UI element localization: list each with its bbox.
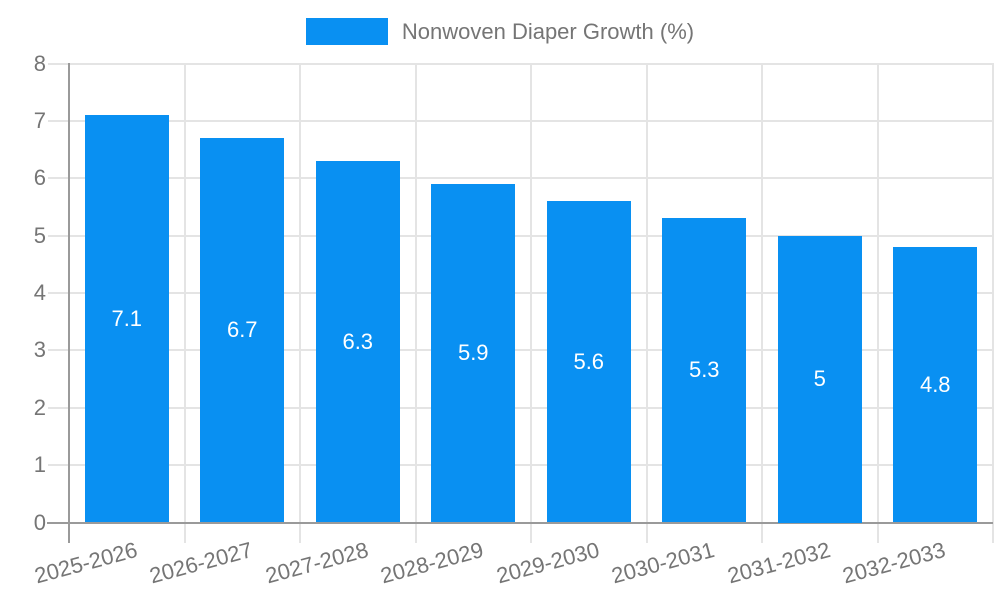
x-gridline	[299, 62, 301, 543]
y-axis-tick-label: 5	[33, 222, 46, 248]
x-axis-tick-label: 2028-2029	[377, 536, 486, 589]
y-gridline	[48, 292, 993, 294]
y-gridline	[48, 464, 993, 467]
bar	[546, 201, 631, 523]
y-axis-tick-label: 0	[33, 509, 46, 535]
bar-value-label: 5.9	[457, 340, 489, 366]
bar	[84, 115, 169, 523]
x-axis-tick-label: 2027-2028	[262, 536, 371, 589]
x-axis-line	[47, 521, 993, 524]
bar	[777, 235, 862, 523]
x-axis-tick-label: 2029-2030	[493, 536, 602, 589]
y-axis-tick-label: 3	[33, 337, 46, 363]
y-gridline	[48, 62, 993, 65]
x-gridline	[183, 62, 186, 543]
x-gridline	[645, 62, 648, 543]
y-gridline	[48, 406, 993, 409]
legend-swatch	[305, 17, 388, 45]
legend: Nonwoven Diaper Growth (%)	[0, 16, 1000, 46]
x-gridline	[761, 62, 763, 543]
bar	[315, 161, 400, 523]
y-gridline	[48, 234, 993, 237]
x-gridline	[992, 62, 994, 543]
bar-value-label: 5.3	[688, 357, 720, 383]
bar	[431, 183, 516, 523]
y-axis-tick-label: 4	[33, 280, 46, 305]
bar-value-label: 5	[813, 366, 826, 392]
x-axis-tick-label: 2026-2027	[146, 536, 255, 589]
bar-value-label: 4.8	[919, 371, 951, 397]
bar-value-label: 6.7	[226, 317, 258, 343]
y-axis-tick-label: 7	[33, 107, 46, 133]
x-axis-tick-label: 2025-2026	[31, 536, 140, 589]
bar-value-label: 5.6	[573, 348, 605, 374]
y-gridline	[48, 119, 993, 122]
x-gridline	[876, 62, 879, 543]
x-axis-tick-label: 2031-2032	[724, 536, 833, 589]
y-axis-tick-label: 8	[33, 50, 46, 76]
x-axis-tick-label: 2030-2031	[608, 536, 717, 589]
x-axis-tick-label: 2032-2033	[839, 536, 948, 589]
x-gridline	[530, 62, 532, 543]
legend-label: Nonwoven Diaper Growth (%)	[401, 18, 695, 44]
bar	[200, 138, 285, 523]
x-gridline	[414, 62, 417, 543]
y-gridline	[48, 177, 993, 180]
y-axis-tick-label: 2	[33, 394, 46, 420]
y-axis-line	[68, 62, 70, 543]
y-axis-tick-label: 6	[33, 165, 46, 191]
bar-value-label: 6.3	[342, 328, 374, 354]
bar-value-label: 7.1	[111, 305, 143, 331]
y-axis-tick-label: 1	[33, 452, 46, 478]
bar	[662, 218, 747, 523]
y-gridline	[48, 349, 993, 352]
bar	[893, 247, 978, 523]
